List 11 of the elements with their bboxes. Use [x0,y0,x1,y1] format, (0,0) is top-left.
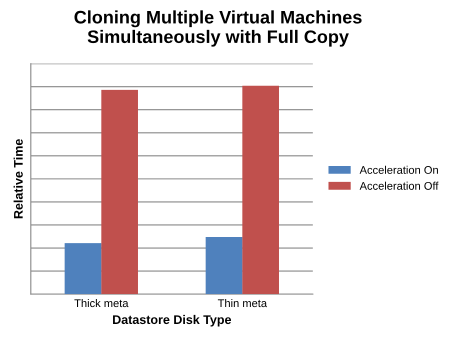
bar [64,243,102,294]
x-axis-title: Datastore Disk Type [113,314,232,327]
x-tick-label: Thin meta [218,298,268,308]
bar [101,90,138,294]
x-tick-label: Thick meta [74,298,128,308]
bar [206,237,242,294]
y-axis-title: Relative Time [14,139,23,218]
chart-title: Cloning Multiple Virtual Machines Simultaneously with Full Copy [74,10,362,47]
legend-label: Acceleration Off [360,182,438,190]
bar [242,86,279,294]
legend-label: Acceleration On [360,166,438,174]
